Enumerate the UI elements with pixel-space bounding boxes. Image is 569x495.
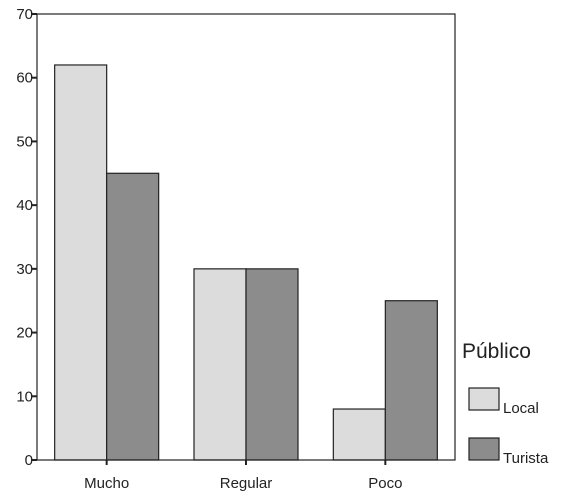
y-tick-label: 50 <box>16 133 33 150</box>
y-tick-label: 70 <box>16 6 33 23</box>
y-axis: 0 10 20 30 40 50 60 70 <box>16 6 37 469</box>
bar-regular-turista <box>245 268 299 461</box>
legend-swatch-turista <box>468 437 500 461</box>
x-axis: Mucho Regular Poco <box>84 460 402 492</box>
y-tick-label: 30 <box>16 261 33 278</box>
y-tick-label: 60 <box>16 70 33 87</box>
y-tick-label: 0 <box>25 452 33 469</box>
bars <box>54 64 438 461</box>
bar-poco-local <box>332 408 386 461</box>
bar-mucho-turista <box>106 172 160 461</box>
bar-mucho-local <box>54 64 108 461</box>
legend-title: Público <box>462 340 531 363</box>
y-tick-label: 20 <box>16 325 33 342</box>
x-tick-label: Regular <box>220 475 273 492</box>
y-tick-label: 40 <box>16 197 33 214</box>
plot-frame <box>36 13 456 461</box>
x-tick-label: Mucho <box>84 475 129 492</box>
y-tick-label: 10 <box>16 388 33 405</box>
bar-poco-turista <box>384 300 438 461</box>
legend: Público Local Turista <box>462 340 549 467</box>
legend-label-local: Local <box>503 400 539 417</box>
bar-regular-local <box>193 268 247 461</box>
legend-label-turista: Turista <box>503 450 549 467</box>
legend-swatch-local <box>468 387 500 411</box>
x-tick-label: Poco <box>368 475 402 492</box>
